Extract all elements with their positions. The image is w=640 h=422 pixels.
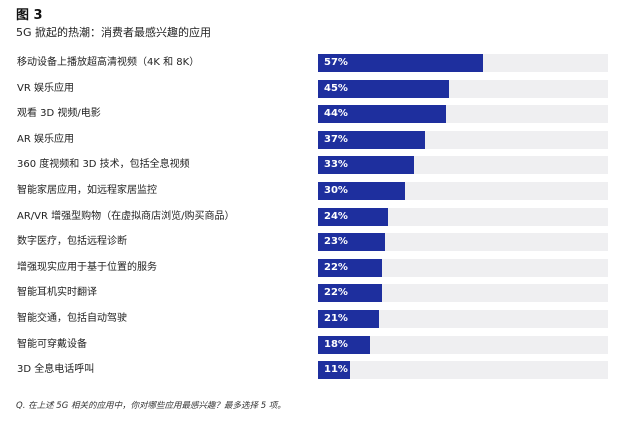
- bar-row: 智能可穿戴设备 18%: [0, 336, 640, 354]
- bar: 23%: [318, 233, 385, 251]
- bar-track: 11%: [318, 361, 608, 379]
- value-label: 33%: [324, 159, 348, 170]
- bar-track: 22%: [318, 284, 608, 302]
- value-label: 30%: [324, 185, 348, 196]
- value-label: 45%: [324, 83, 348, 94]
- bar-track: 18%: [318, 336, 608, 354]
- bar: 11%: [318, 361, 350, 379]
- bar: 22%: [318, 259, 382, 277]
- bar-track: 30%: [318, 182, 608, 200]
- bar: 30%: [318, 182, 405, 200]
- bar: 45%: [318, 80, 449, 98]
- category-label: VR 娱乐应用: [17, 83, 74, 94]
- bar-track: 45%: [318, 80, 608, 98]
- category-label: 智能耳机实时翻译: [17, 287, 97, 298]
- category-label: 移动设备上播放超高清视频（4K 和 8K）: [17, 57, 200, 68]
- category-label: 数字医疗，包括远程诊断: [17, 236, 127, 247]
- bar-row: 增强现实应用于基于位置的服务 22%: [0, 259, 640, 277]
- value-label: 22%: [324, 287, 348, 298]
- bar: 18%: [318, 336, 370, 354]
- bar: 57%: [318, 54, 483, 72]
- bar-row: 360 度视频和 3D 技术，包括全息视频 33%: [0, 156, 640, 174]
- footnote: Q. 在上述 5G 相关的应用中，你对哪些应用最感兴趣？最多选择 5 项。: [16, 401, 286, 411]
- bar-track: 24%: [318, 208, 608, 226]
- bar: 37%: [318, 131, 425, 149]
- category-label: 智能可穿戴设备: [17, 339, 87, 350]
- chart-subtitle: 5G 掀起的热潮：消费者最感兴趣的应用: [16, 26, 212, 39]
- bar-row: 智能交通，包括自动驾驶 21%: [0, 310, 640, 328]
- bar: 21%: [318, 310, 379, 328]
- category-label: 智能家居应用，如远程家居监控: [17, 185, 157, 196]
- value-label: 37%: [324, 134, 348, 145]
- bar: 33%: [318, 156, 414, 174]
- bar-row: 数字医疗，包括远程诊断 23%: [0, 233, 640, 251]
- value-label: 24%: [324, 211, 348, 222]
- bar-row: VR 娱乐应用 45%: [0, 80, 640, 98]
- bar: 22%: [318, 284, 382, 302]
- value-label: 22%: [324, 262, 348, 273]
- bar-track: 57%: [318, 54, 608, 72]
- bar: 24%: [318, 208, 388, 226]
- bar-track: 22%: [318, 259, 608, 277]
- bar-track: 44%: [318, 105, 608, 123]
- value-label: 57%: [324, 57, 348, 68]
- category-label: 智能交通，包括自动驾驶: [17, 313, 127, 324]
- bar-row: AR 娱乐应用 37%: [0, 131, 640, 149]
- bar-row: 观看 3D 视频/电影 44%: [0, 105, 640, 123]
- category-label: 360 度视频和 3D 技术，包括全息视频: [17, 159, 190, 170]
- value-label: 18%: [324, 339, 348, 350]
- bar-row: 3D 全息电话呼叫 11%: [0, 361, 640, 379]
- category-label: 3D 全息电话呼叫: [17, 364, 95, 375]
- category-label: 观看 3D 视频/电影: [17, 108, 101, 119]
- bar-row: 移动设备上播放超高清视频（4K 和 8K） 57%: [0, 54, 640, 72]
- bar-row: 智能家居应用，如远程家居监控 30%: [0, 182, 640, 200]
- value-label: 44%: [324, 108, 348, 119]
- bar: 44%: [318, 105, 446, 123]
- category-label: AR 娱乐应用: [17, 134, 74, 145]
- value-label: 21%: [324, 313, 348, 324]
- value-label: 23%: [324, 236, 348, 247]
- category-label: AR/VR 增强型购物（在虚拟商店浏览/购买商品）: [17, 211, 235, 222]
- figure-label: 图 3: [16, 8, 43, 23]
- bar-track: 37%: [318, 131, 608, 149]
- category-label: 增强现实应用于基于位置的服务: [17, 262, 157, 273]
- bar-row: AR/VR 增强型购物（在虚拟商店浏览/购买商品） 24%: [0, 208, 640, 226]
- bar-track: 23%: [318, 233, 608, 251]
- bar-row: 智能耳机实时翻译 22%: [0, 284, 640, 302]
- value-label: 11%: [324, 364, 348, 375]
- bar-track: 21%: [318, 310, 608, 328]
- bar-track: 33%: [318, 156, 608, 174]
